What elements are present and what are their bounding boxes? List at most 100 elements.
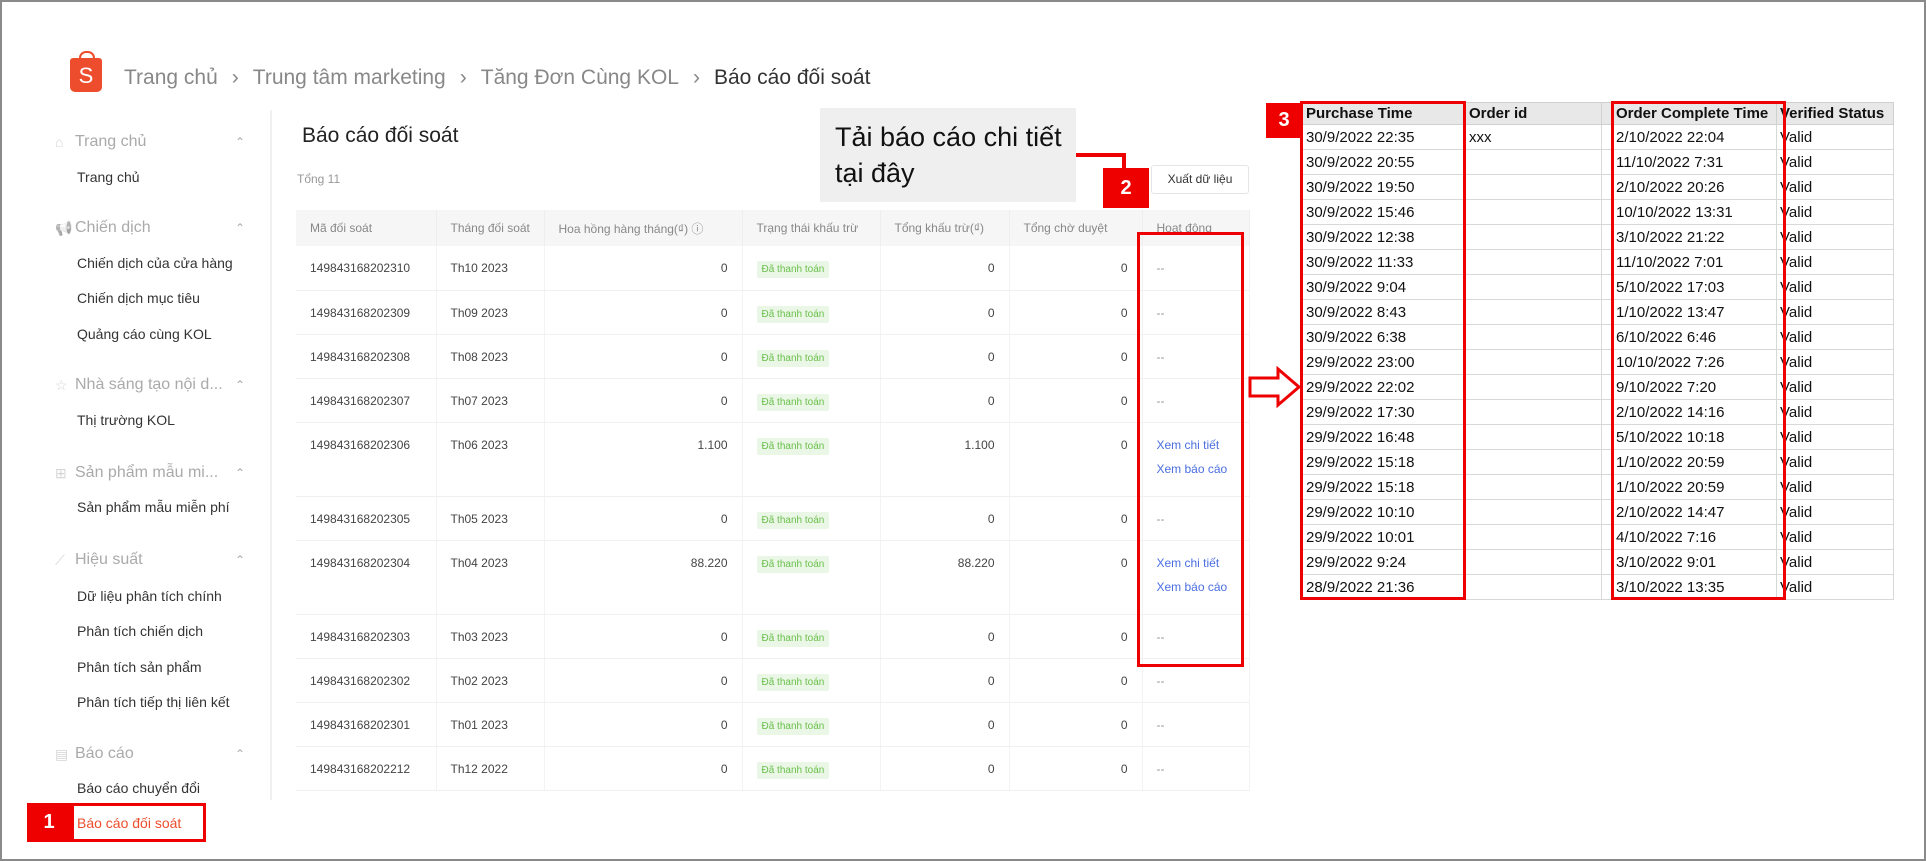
verified-status-cell[interactable]: Valid: [1777, 200, 1894, 225]
table-row: 149843168202305 Th05 2023 0 Đã thanh toán 0 0…: [296, 496, 1250, 541]
order-id-cell[interactable]: [1466, 475, 1602, 500]
sidebar-item[interactable]: Trang chủ: [77, 169, 140, 185]
sidebar-item[interactable]: Phân tích chiến dịch: [77, 623, 204, 639]
order-id-cell[interactable]: [1466, 175, 1602, 200]
purchase-time-cell[interactable]: 29/9/2022 16:48: [1303, 425, 1466, 450]
order-id-cell[interactable]: [1466, 425, 1602, 450]
sidebar-section-header[interactable]: ▤ Báo cáo ⌃: [55, 745, 245, 763]
verified-status-cell[interactable]: Valid: [1777, 475, 1894, 500]
total-deduction: 0: [880, 334, 1010, 379]
page-title: Báo cáo đối soát: [302, 124, 459, 147]
total-pending: 0: [1009, 746, 1143, 791]
breadcrumb-item[interactable]: Tăng Đơn Cùng KOL: [480, 66, 679, 89]
sidebar-item[interactable]: Dữ liệu phân tích chính: [77, 588, 222, 604]
purchase-time-cell[interactable]: 29/9/2022 23:00: [1303, 350, 1466, 375]
sidebar-item[interactable]: Chiến dịch của cửa hàng: [77, 255, 233, 271]
order-id-cell[interactable]: xxx: [1466, 125, 1602, 150]
chevron-up-icon[interactable]: ⌃: [234, 378, 245, 392]
purchase-time-cell[interactable]: 30/9/2022 15:46: [1303, 200, 1466, 225]
order-id-cell[interactable]: [1466, 375, 1602, 400]
order-id-cell[interactable]: [1466, 550, 1602, 575]
order-id-cell[interactable]: [1466, 350, 1602, 375]
verified-status-cell[interactable]: Valid: [1777, 425, 1894, 450]
verified-status-cell[interactable]: Valid: [1777, 400, 1894, 425]
chevron-up-icon[interactable]: ⌃: [234, 221, 245, 235]
order-id-cell[interactable]: [1466, 300, 1602, 325]
purchase-time-cell[interactable]: 29/9/2022 15:18: [1303, 450, 1466, 475]
verified-status-cell[interactable]: Valid: [1777, 575, 1894, 600]
shopee-logo[interactable]: S: [70, 51, 102, 92]
order-id-cell[interactable]: [1466, 275, 1602, 300]
sidebar-item[interactable]: Thị trường KOL: [77, 412, 175, 428]
sidebar-item[interactable]: Phân tích sản phẩm: [77, 659, 202, 675]
verified-status-cell[interactable]: Valid: [1777, 550, 1894, 575]
verified-status-cell[interactable]: Valid: [1777, 300, 1894, 325]
order-complete-time-cell[interactable]: 5/10/2022 10:18: [1613, 425, 1777, 450]
verified-status-cell[interactable]: Valid: [1777, 350, 1894, 375]
verified-status-cell[interactable]: Valid: [1777, 500, 1894, 525]
verified-status-cell[interactable]: Valid: [1777, 250, 1894, 275]
order-complete-time-cell[interactable]: 4/10/2022 7:16: [1613, 525, 1777, 550]
verified-status-cell[interactable]: Valid: [1777, 150, 1894, 175]
breadcrumb-item[interactable]: Trang chủ: [124, 66, 218, 89]
order-complete-time-cell[interactable]: 10/10/2022 13:31: [1613, 200, 1777, 225]
sidebar-section-header[interactable]: ⟋ Hiệu suất ⌃: [55, 551, 245, 569]
order-id-cell[interactable]: [1466, 500, 1602, 525]
order-id-cell[interactable]: [1466, 250, 1602, 275]
verified-status-cell[interactable]: Valid: [1777, 525, 1894, 550]
order-id-cell[interactable]: [1466, 325, 1602, 350]
sidebar-section-header[interactable]: ⌂ Trang chủ ⌃: [55, 133, 245, 151]
sidebar-section-header[interactable]: 📢 Chiến dịch ⌃: [55, 219, 245, 237]
verified-status-cell[interactable]: Valid: [1777, 325, 1894, 350]
order-id-cell[interactable]: [1466, 575, 1602, 600]
purchase-time-cell[interactable]: 30/9/2022 22:35: [1303, 125, 1466, 150]
purchase-time-cell[interactable]: 28/9/2022 21:36: [1303, 575, 1466, 600]
order-complete-time-cell[interactable]: 3/10/2022 21:22: [1613, 225, 1777, 250]
export-data-button[interactable]: Xuất dữ liệu: [1151, 165, 1249, 194]
order-id-cell[interactable]: [1466, 150, 1602, 175]
view-report-link[interactable]: Xem báo cáo: [1156, 461, 1228, 476]
sidebar-item[interactable]: Báo cáo đối soát: [77, 815, 182, 831]
sidebar-item[interactable]: Phân tích tiếp thị liên kết: [77, 694, 230, 710]
view-details-link[interactable]: Xem chi tiết: [1156, 555, 1220, 570]
verified-status-cell[interactable]: Valid: [1777, 125, 1894, 150]
view-report-link[interactable]: Xem báo cáo: [1156, 579, 1228, 594]
sidebar-item[interactable]: Quảng cáo cùng KOL: [77, 326, 212, 342]
order-id-cell[interactable]: [1466, 200, 1602, 225]
view-details-link[interactable]: Xem chi tiết: [1156, 437, 1220, 452]
verified-status-cell[interactable]: Valid: [1777, 450, 1894, 475]
chevron-up-icon[interactable]: ⌃: [234, 553, 245, 567]
sidebar-item[interactable]: Báo cáo chuyển đổi: [77, 780, 200, 796]
order-id-cell[interactable]: [1466, 400, 1602, 425]
order-complete-time-cell[interactable]: 11/10/2022 7:31: [1613, 150, 1777, 175]
total-deduction: 88.220: [880, 540, 1010, 615]
sidebar-item[interactable]: Chiến dịch mục tiêu: [77, 290, 200, 306]
order-complete-time-cell[interactable]: 1/10/2022 20:59: [1613, 475, 1777, 500]
order-complete-time-cell[interactable]: 1/10/2022 13:47: [1613, 300, 1777, 325]
order-id-cell[interactable]: [1466, 450, 1602, 475]
order-complete-time-cell[interactable]: 3/10/2022 9:01: [1613, 550, 1777, 575]
sidebar-section-header[interactable]: ☆ Nhà sáng tạo nội d... ⌃: [55, 376, 245, 394]
total-deduction: 0: [880, 378, 1010, 423]
purchase-time-cell[interactable]: 29/9/2022 22:02: [1303, 375, 1466, 400]
sidebar-section-header[interactable]: ⊞ Sản phẩm mẫu mi... ⌃: [55, 464, 245, 482]
verified-status-cell[interactable]: Valid: [1777, 275, 1894, 300]
breadcrumb-item[interactable]: Trung tâm marketing: [252, 66, 446, 89]
chevron-up-icon[interactable]: ⌃: [234, 747, 245, 761]
chevron-up-icon[interactable]: ⌃: [234, 135, 245, 149]
order-complete-time-cell[interactable]: 5/10/2022 17:03: [1613, 275, 1777, 300]
order-complete-time-cell[interactable]: 2/10/2022 14:16: [1613, 400, 1777, 425]
chevron-up-icon[interactable]: ⌃: [234, 466, 245, 480]
help-icon[interactable]: ⓘ: [688, 221, 704, 236]
purchase-time-cell[interactable]: 29/9/2022 9:24: [1303, 550, 1466, 575]
order-complete-time-cell[interactable]: 6/10/2022 6:46: [1613, 325, 1777, 350]
verified-status-cell[interactable]: Valid: [1777, 225, 1894, 250]
verified-status-cell[interactable]: Valid: [1777, 375, 1894, 400]
purchase-time-cell[interactable]: 29/9/2022 15:18: [1303, 475, 1466, 500]
purchase-time-cell[interactable]: 30/9/2022 6:38: [1303, 325, 1466, 350]
sidebar-item[interactable]: Sản phẩm mẫu miễn phí: [77, 499, 230, 515]
order-id-cell[interactable]: [1466, 525, 1602, 550]
order-id-cell[interactable]: [1466, 225, 1602, 250]
column-header-label: Trạng thái khấu trừ: [756, 221, 859, 235]
verified-status-cell[interactable]: Valid: [1777, 175, 1894, 200]
